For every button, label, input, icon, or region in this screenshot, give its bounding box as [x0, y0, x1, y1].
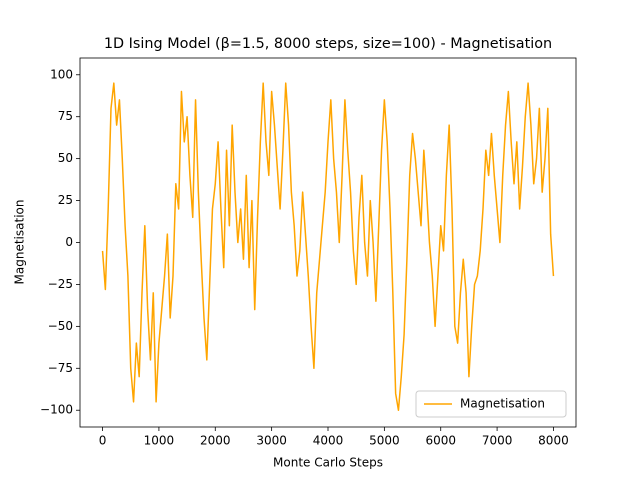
plot-frame: [79, 57, 577, 428]
y-axis-label: Magnetisation: [13, 200, 27, 285]
y-tick-label: 50: [58, 151, 73, 165]
y-tick-label: 100: [50, 67, 73, 81]
data-line: [101, 82, 555, 411]
x-tick-label: 1000: [144, 434, 175, 448]
y-tick-label: 25: [58, 193, 73, 207]
x-tick-label: 4000: [313, 434, 344, 448]
y-tick-label: −50: [48, 319, 73, 333]
y-tick-label: 0: [65, 235, 73, 249]
x-tick-label: 2000: [200, 434, 231, 448]
x-tick-label: 5000: [369, 434, 400, 448]
x-axis-label: Monte Carlo Steps: [273, 456, 383, 470]
y-tick-label: −100: [40, 403, 73, 417]
x-tick-label: 8000: [538, 434, 569, 448]
x-tick-label: 3000: [256, 434, 287, 448]
y-tick-label: −25: [48, 277, 73, 291]
x-tick-label: 0: [99, 434, 107, 448]
y-tick-label: −75: [48, 361, 73, 375]
legend-label: Magnetisation: [460, 397, 545, 411]
legend-box: [415, 390, 567, 418]
x-tick-label: 7000: [482, 434, 513, 448]
chart-title: 1D Ising Model (β=1.5, 8000 steps, size=…: [104, 36, 552, 52]
y-tick-label: 75: [58, 109, 73, 123]
x-tick-label: 6000: [425, 434, 456, 448]
